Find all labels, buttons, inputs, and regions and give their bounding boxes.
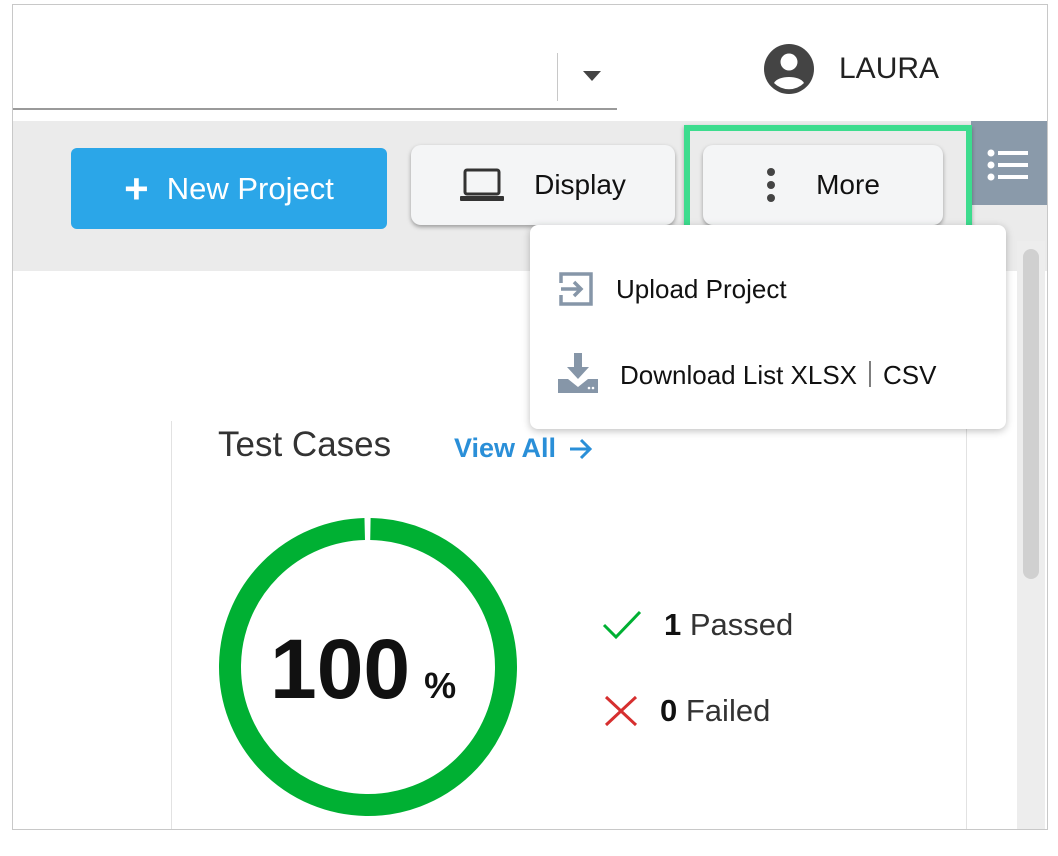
- plus-icon: +: [124, 164, 149, 212]
- menu-item-upload-project[interactable]: Upload Project: [558, 271, 787, 307]
- donut-track: [219, 518, 517, 816]
- project-select[interactable]: [13, 108, 617, 110]
- card-title: Test Cases: [218, 425, 392, 464]
- passed-stat: 1 Passed: [602, 607, 793, 643]
- failed-stat: 0 Failed: [604, 693, 770, 729]
- menu-item-label: Upload Project: [616, 273, 787, 304]
- view-all-link[interactable]: View All: [454, 433, 594, 464]
- list-view-toggle[interactable]: [971, 121, 1047, 205]
- arrow-right-icon: [570, 438, 593, 459]
- pass-rate-donut: [219, 518, 517, 816]
- test-cases-card: Test Cases View All 100% 1 Passed 0 Fail…: [171, 421, 967, 829]
- pass-percent: 100%: [270, 622, 457, 716]
- more-button[interactable]: More: [703, 145, 943, 225]
- display-button[interactable]: Display: [411, 145, 675, 225]
- new-project-button[interactable]: + New Project: [71, 148, 387, 229]
- more-vertical-icon: [767, 168, 776, 202]
- view-all-label: View All: [454, 433, 557, 463]
- new-project-label: New Project: [166, 170, 334, 206]
- more-label: More: [816, 169, 880, 200]
- scrollbar-thumb[interactable]: [1023, 249, 1039, 579]
- check-icon: [602, 610, 642, 640]
- download-icon: [558, 353, 598, 393]
- more-menu: Upload Project Download List XLSX｜CSV: [530, 225, 1006, 429]
- user-name: LAURA: [839, 52, 940, 85]
- divider: [557, 53, 558, 101]
- list-icon: [987, 149, 1028, 181]
- upload-icon: [559, 272, 593, 306]
- menu-item-label: Download List XLSX｜CSV: [620, 359, 937, 390]
- app-window: LAURA + New Project Display More Upload …: [12, 4, 1048, 830]
- user-menu[interactable]: LAURA: [763, 43, 939, 95]
- display-label: Display: [534, 169, 626, 200]
- caret-down-icon[interactable]: [583, 71, 601, 81]
- x-icon: [604, 695, 638, 727]
- more-button-highlight: [684, 125, 972, 239]
- laptop-icon: [460, 168, 505, 201]
- account-circle-icon: [764, 44, 814, 94]
- top-bar: LAURA: [13, 5, 1047, 121]
- menu-item-download-list[interactable]: Download List XLSX｜CSV: [558, 353, 936, 393]
